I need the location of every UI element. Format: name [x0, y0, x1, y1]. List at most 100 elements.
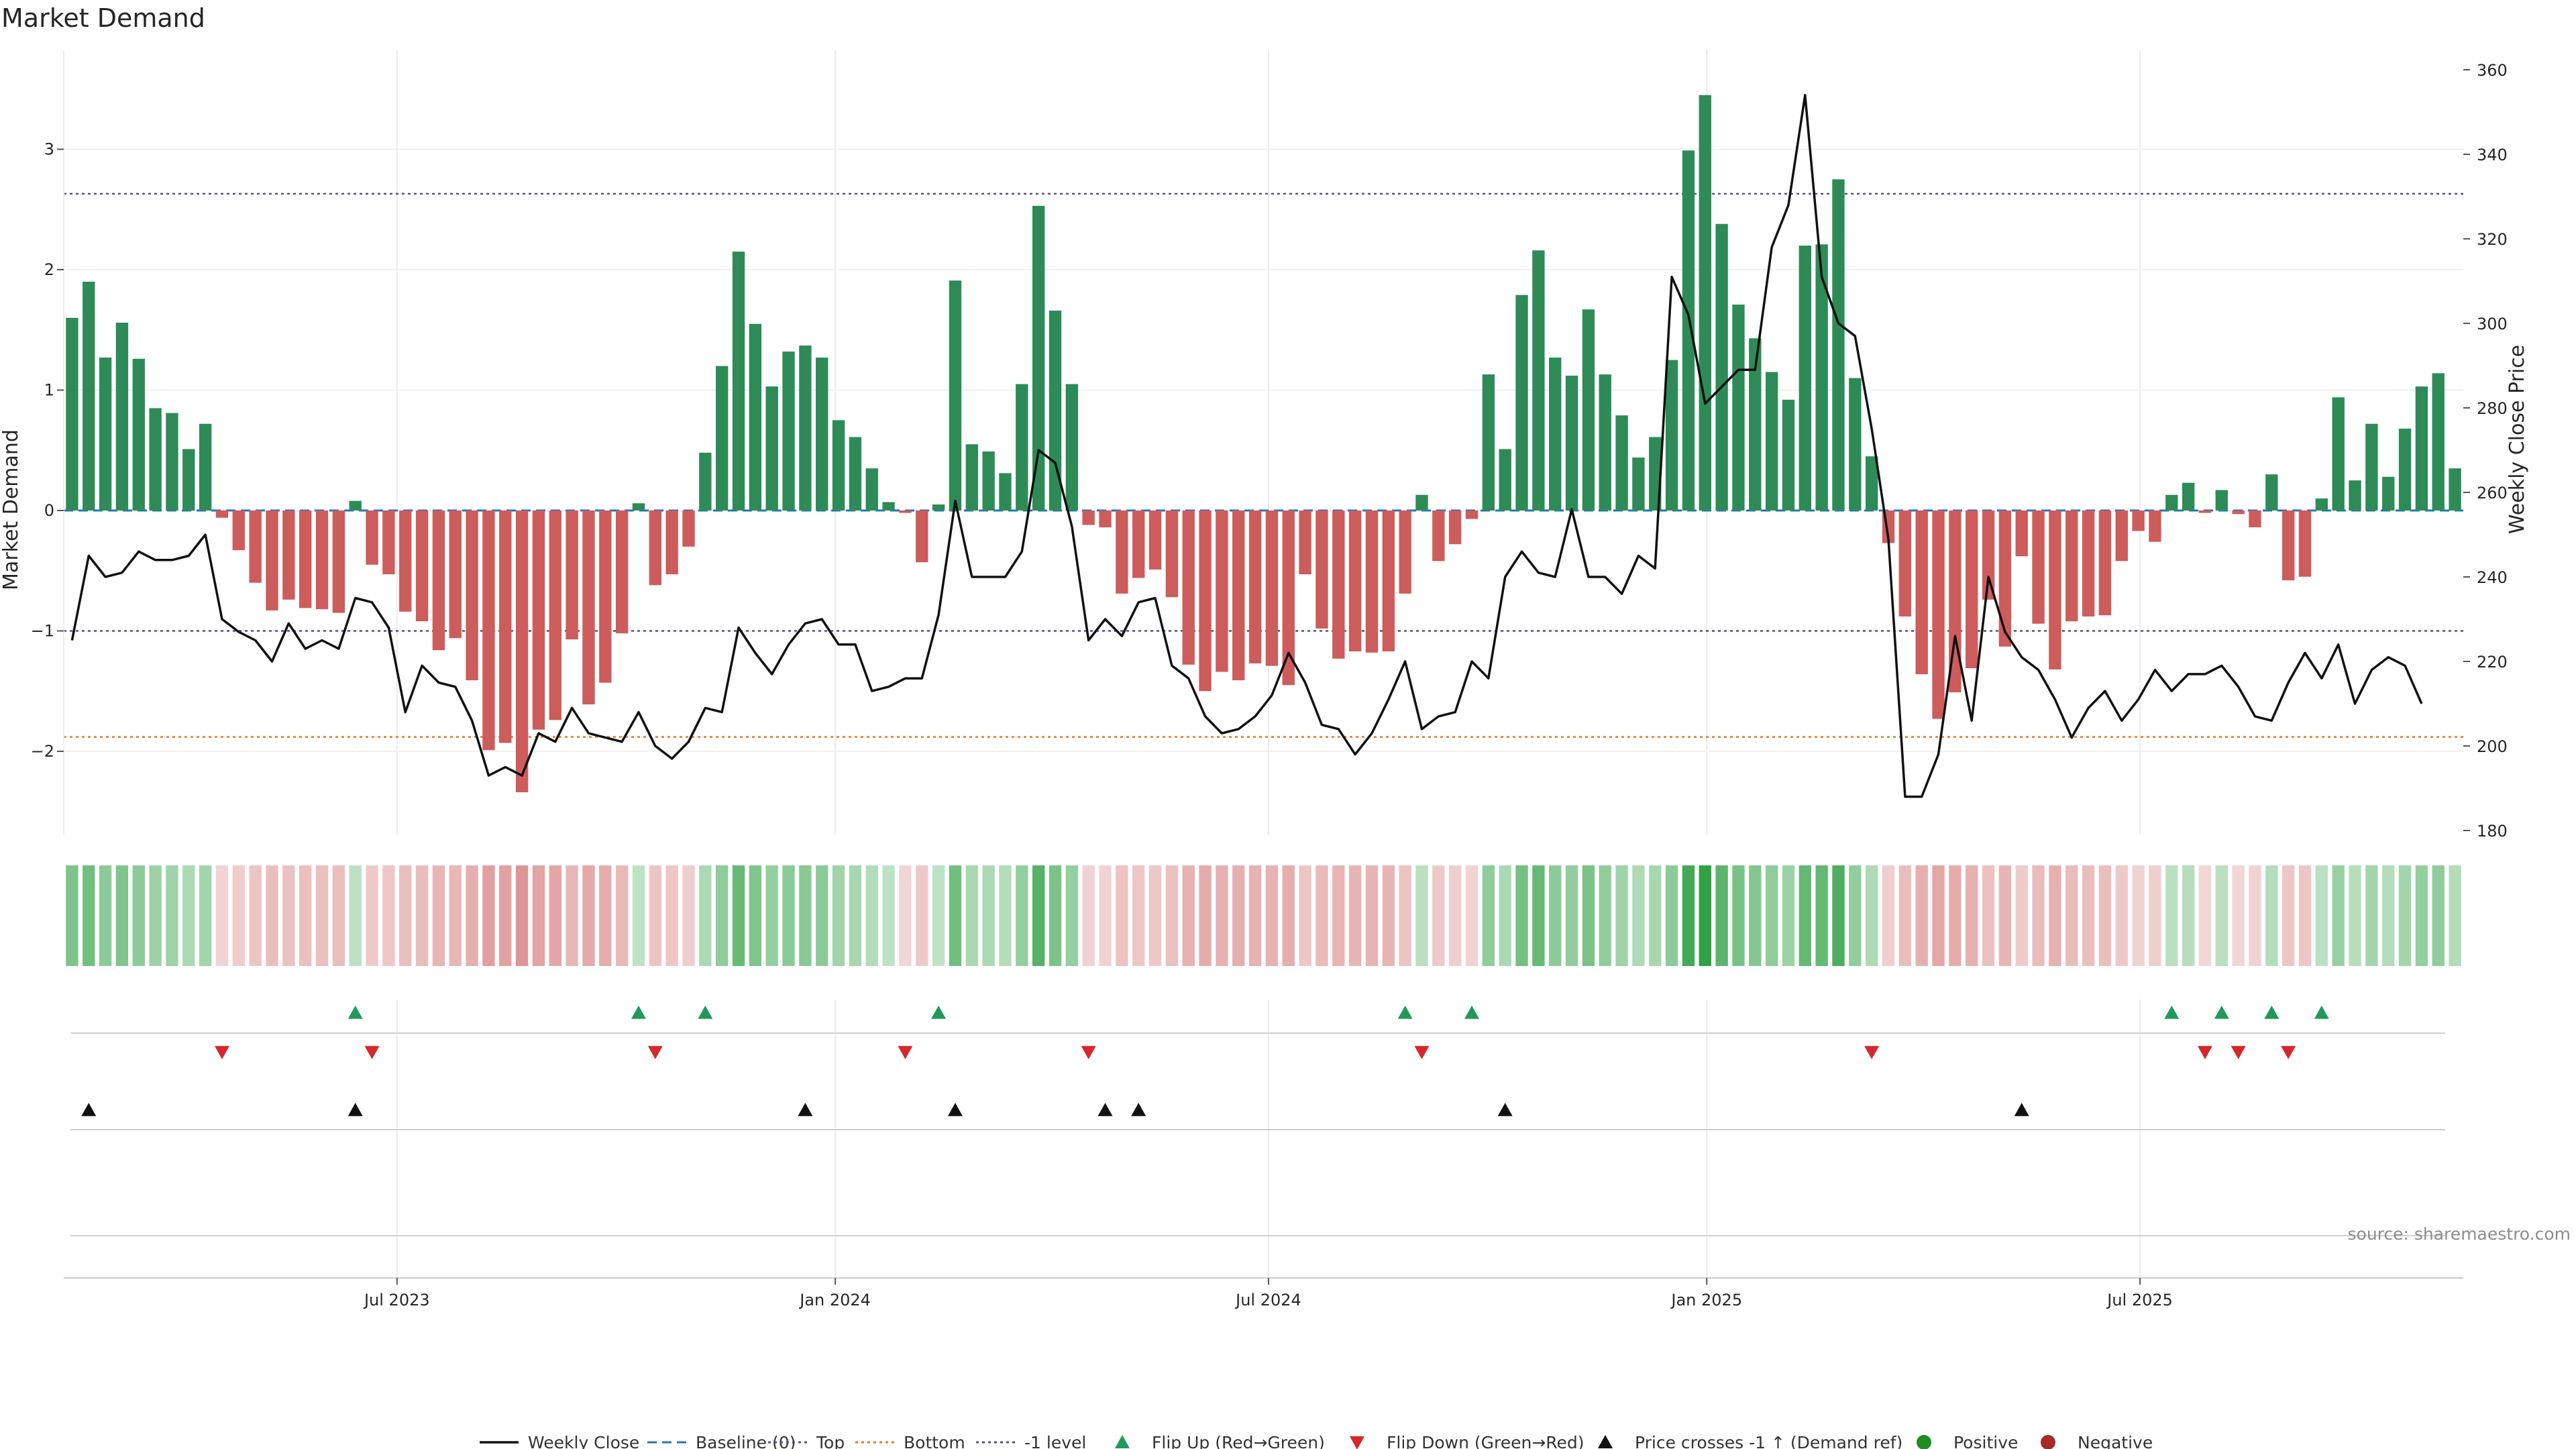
- legend-entry: Weekly Close: [480, 1433, 639, 1449]
- heat-cell: [299, 865, 312, 966]
- heat-cell: [515, 865, 529, 966]
- y2-tick-label: 180: [2477, 822, 2508, 841]
- heat-cell: [1382, 865, 1395, 966]
- demand-bar-negative: [1082, 511, 1095, 525]
- heat-cell: [1415, 865, 1428, 966]
- y2-tick-label: 240: [2477, 568, 2508, 587]
- heat-cell: [215, 865, 229, 966]
- heat-cell: [1132, 865, 1145, 966]
- demand-bar-negative: [399, 511, 412, 612]
- demand-bar-negative: [266, 511, 278, 610]
- demand-bar-negative: [1365, 511, 1379, 653]
- x-tick-label: Jul 2023: [363, 1291, 430, 1309]
- demand-bar-positive: [799, 345, 812, 511]
- heat-cell: [182, 865, 195, 966]
- demand-bar-positive: [166, 413, 178, 511]
- heat-cell: [1799, 865, 1811, 966]
- x-axis: Jul 2023 Jan 2024 Jul 2024 Jan 2025 Jul 2025: [64, 1277, 2463, 1309]
- heat-cell: [1482, 865, 1495, 966]
- demand-bar-negative: [1199, 511, 1212, 692]
- demand-bar-positive: [1016, 384, 1028, 511]
- demand-bar-negative: [899, 511, 912, 513]
- demand-bar-negative: [1265, 511, 1279, 666]
- demand-bar-positive: [1065, 384, 1079, 511]
- reference-lines: [64, 193, 2463, 738]
- demand-bar-negative: [2232, 511, 2245, 515]
- heat-cell: [982, 865, 995, 966]
- heat-cell: [1465, 865, 1479, 966]
- demand-bar-negative: [415, 511, 429, 622]
- heat-cell: [2398, 865, 2412, 966]
- heat-cell: [1549, 865, 1562, 966]
- y2-tick-label: 360: [2477, 61, 2508, 80]
- heat-cell: [1599, 865, 1611, 966]
- demand-bar-negative: [2049, 511, 2061, 669]
- heat-cell: [1182, 865, 1195, 966]
- heat-cell: [1365, 865, 1379, 966]
- heat-cell: [2382, 865, 2395, 966]
- heat-cell: [482, 865, 495, 966]
- heat-cell: [2198, 865, 2212, 966]
- flip-up-marker: [631, 1006, 646, 1019]
- legend-label: -1 level: [1024, 1433, 1086, 1449]
- heat-cell: [249, 865, 262, 966]
- heat-cell: [1582, 865, 1595, 966]
- heat-cell: [2265, 865, 2278, 966]
- demand-bar-positive: [1615, 415, 1628, 511]
- heat-cell: [549, 865, 561, 966]
- demand-bar-positive: [182, 449, 195, 511]
- demand-bar-negative: [366, 511, 378, 565]
- demand-bar-negative: [515, 511, 529, 793]
- heat-cell: [532, 865, 545, 966]
- heat-cell: [1699, 865, 1711, 966]
- demand-bar-negative: [2149, 511, 2161, 542]
- heat-cell: [2315, 865, 2328, 966]
- y-tick-label: 0: [44, 501, 54, 520]
- demand-bar-positive: [1699, 95, 1711, 511]
- flip-down-marker: [364, 1046, 380, 1059]
- heat-cell: [1682, 865, 1695, 966]
- demand-bar-positive: [1415, 494, 1428, 511]
- heat-cell: [1865, 865, 1878, 966]
- flip-down-marker: [214, 1046, 229, 1059]
- heat-cell: [199, 865, 212, 966]
- heat-cell: [2115, 865, 2128, 966]
- demand-bar-positive: [199, 423, 212, 511]
- heat-cell: [366, 865, 378, 966]
- demand-bar-negative: [466, 511, 478, 681]
- heat-cell: [382, 865, 395, 966]
- demand-bar-negative: [1966, 511, 1978, 669]
- heat-cell: [1148, 865, 1162, 966]
- demand-bar-negative: [1182, 511, 1195, 665]
- demand-bar-positive: [1749, 338, 1762, 511]
- heat-cell: [266, 865, 278, 966]
- demand-bar-positive: [749, 323, 762, 511]
- price-cross-marker: [347, 1103, 363, 1116]
- demand-bar-positive: [699, 452, 712, 511]
- demand-bar-negative: [1216, 511, 1228, 672]
- demand-bar-negative: [649, 511, 662, 586]
- heat-cell: [2298, 865, 2312, 966]
- demand-bar-negative: [1448, 511, 1462, 545]
- heat-cell: [332, 865, 345, 966]
- y2-tick-label: 200: [2477, 737, 2508, 756]
- demand-bar-positive: [2349, 480, 2361, 511]
- heat-cell: [2332, 865, 2345, 966]
- legend-positive-swatch: [1917, 1435, 1931, 1449]
- heat-cell: [649, 865, 662, 966]
- demand-bar-negative: [1148, 511, 1162, 570]
- heat-cell: [1016, 865, 1028, 966]
- heat-cell: [665, 865, 678, 966]
- demand-bar-positive: [2182, 482, 2195, 511]
- demand-bar-negative: [1465, 511, 1479, 519]
- heat-cell: [99, 865, 112, 966]
- heat-cell: [1515, 865, 1528, 966]
- heat-cell: [582, 865, 595, 966]
- demand-bar-positive: [1032, 205, 1045, 511]
- demand-bar-positive: [782, 352, 795, 511]
- demand-bar-positive: [1515, 294, 1528, 511]
- demand-bar-positive: [1599, 374, 1611, 511]
- heat-cell: [1998, 865, 2012, 966]
- demand-bar-positive: [632, 503, 645, 511]
